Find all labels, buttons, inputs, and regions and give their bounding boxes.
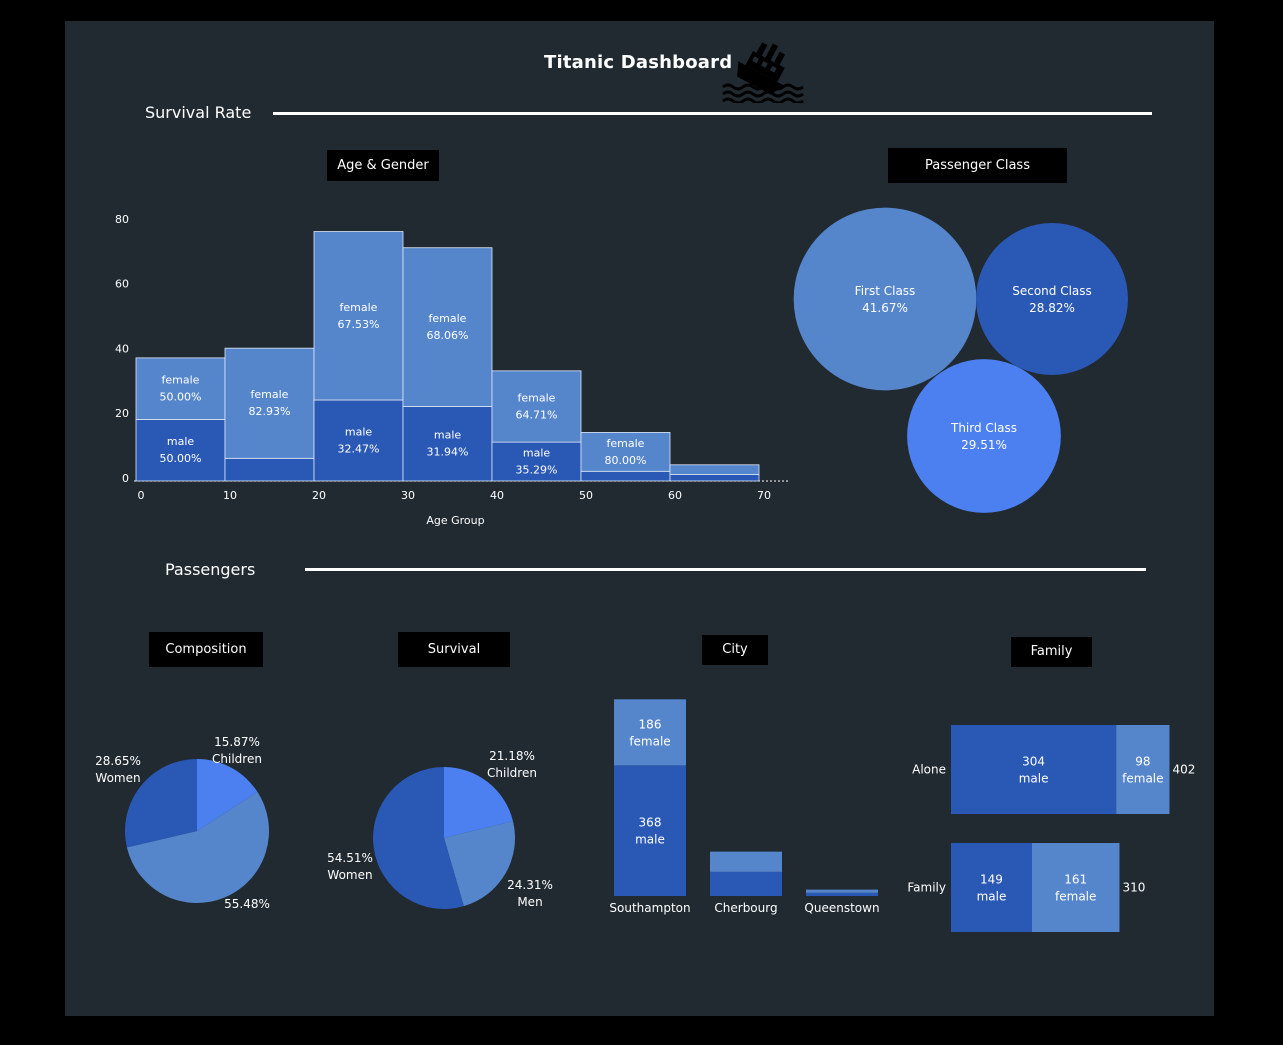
family-bar-label: 161 female [1055, 872, 1096, 903]
bar-male-5 [580, 470, 671, 482]
pie-slice-men [126, 791, 270, 903]
family-bar-chart: 304 male 98 female Alone 402 149 male 161 female F… [907, 725, 1195, 932]
x-tick-label: 30 [401, 489, 415, 502]
y-tick-label: 40 [115, 342, 129, 355]
divider [305, 568, 1146, 571]
passenger-class-chart: First Class 41.67% Second Class 28.82% Third… [793, 207, 1128, 513]
x-tick-label: 60 [668, 489, 682, 502]
y-tick-label: 20 [115, 407, 129, 420]
bubble-label: Third Class 29.51% [950, 421, 1017, 452]
family-bar-female-family [1031, 843, 1120, 932]
pie-slice-women [372, 767, 464, 909]
x-tick-label: 40 [490, 489, 504, 502]
age-gender-chart: 0 20 40 60 80 0 10 20 30 40 50 60 70 Age Group male 50.… [115, 213, 790, 527]
family-bar-male-alone [951, 725, 1117, 814]
city-bar-male-cherbourg [710, 871, 782, 896]
header-family: Family [1011, 637, 1092, 667]
y-tick-label: 0 [122, 472, 129, 485]
dashboard-title: Titanic Dashboard [544, 52, 733, 73]
family-category-label: Family [907, 880, 946, 894]
x-tick-label: 10 [223, 489, 237, 502]
city-bar-chart: 368 male 186 female Southampton Cherbourg Quee… [609, 699, 880, 915]
bar-label-female-3: female 68.06% [427, 312, 469, 342]
pie-slice-women [125, 759, 197, 848]
family-bar-male-family [951, 843, 1032, 932]
pie-slice-children [197, 759, 258, 831]
bar-male-2 [313, 399, 404, 482]
pie-label-men: 55.48%Men [224, 897, 270, 917]
family-bar-label: 304 male [1019, 754, 1049, 785]
bar-female-6 [669, 464, 760, 475]
pie-slice-men [444, 821, 515, 907]
bar-male-0 [135, 419, 226, 482]
composition-pie-chart: 15.87%Children 55.48%Men 28.65%Women [95, 735, 270, 917]
city-bar-female-cherbourg [710, 851, 782, 872]
city-bar-female-queenstown [806, 889, 878, 893]
bar-label-male-2: male 32.47% [338, 426, 380, 456]
bar-label-female-5: female 80.00% [605, 437, 647, 467]
header-survival: Survival [398, 632, 510, 667]
family-bar-female-alone [1116, 725, 1170, 814]
city-category-label: Queenstown [804, 901, 879, 915]
bubble-label: First Class 41.67% [855, 284, 916, 315]
bar-label-female-1: female 82.93% [249, 388, 291, 418]
bar-female-2 [313, 231, 404, 401]
bar-male-1 [224, 457, 315, 482]
bubble-first-class [793, 207, 977, 391]
bar-female-0 [135, 357, 226, 420]
pie-label-women: 54.51% Women [327, 851, 373, 882]
bar-label-male-4: male 35.29% [516, 447, 558, 477]
bar-label-male-0: male 50.00% [160, 435, 202, 465]
city-bar-label: 368 male [635, 815, 665, 846]
family-total-label: 402 [1172, 762, 1195, 776]
family-total-label: 310 [1122, 880, 1145, 894]
city-bar-male-southampton [614, 765, 686, 896]
bubble-second-class [976, 223, 1128, 375]
x-tick-label: 20 [312, 489, 326, 502]
pie-label-women: 28.65% Women [95, 754, 141, 785]
y-tick-label: 60 [115, 278, 129, 291]
divider [273, 112, 1152, 115]
bar-female-1 [224, 347, 315, 459]
section-survival-rate: Survival Rate [145, 103, 252, 122]
bar-label-male-3: male 31.94% [427, 429, 469, 459]
city-category-label: Cherbourg [714, 901, 777, 915]
sinking-ship-icon [721, 31, 811, 105]
survival-pie-chart: 21.18% Children 24.31% Men 54.51% Women [327, 749, 553, 909]
pie-label-children: 15.87% Children [212, 735, 262, 766]
pie-slice-children [444, 767, 513, 838]
bar-male-6 [669, 474, 760, 482]
bar-male-3 [402, 406, 493, 482]
header-passenger-class: Passenger Class [888, 148, 1067, 183]
header-city: City [702, 635, 768, 665]
bar-label-female-4: female 64.71% [516, 391, 558, 421]
section-passengers: Passengers [165, 560, 256, 579]
x-tick-label: 0 [138, 489, 145, 502]
y-tick-label: 80 [115, 213, 129, 226]
x-axis-label: Age Group [426, 514, 484, 527]
city-category-label: Southampton [609, 901, 690, 915]
city-bar-label: 186 female [629, 717, 670, 748]
pie-label-men: 24.31% Men [507, 878, 553, 909]
x-tick-label: 70 [757, 489, 771, 502]
bubble-third-class [907, 359, 1061, 513]
dashboard-panel: Titanic Dashboard Survival Rate Age & Ge… [65, 21, 1214, 1016]
bubble-label: Second Class 28.82% [1012, 284, 1092, 315]
bar-female-4 [491, 370, 582, 443]
bar-label-female-2: female 67.53% [338, 301, 380, 331]
header-composition: Composition [149, 632, 263, 667]
pie-label-children: 21.18% Children [487, 749, 537, 780]
city-bar-female-southampton [614, 699, 686, 766]
bar-female-3 [402, 247, 493, 407]
header-age-gender: Age & Gender [327, 150, 439, 181]
family-category-label: Alone [912, 762, 946, 776]
bar-label-female-0: female 50.00% [160, 374, 202, 404]
x-tick-label: 50 [579, 489, 593, 502]
family-bar-label: 149 male [977, 872, 1007, 903]
city-bar-male-queenstown [806, 892, 878, 896]
bar-female-5 [580, 431, 671, 472]
family-bar-label: 98 female [1122, 754, 1163, 785]
